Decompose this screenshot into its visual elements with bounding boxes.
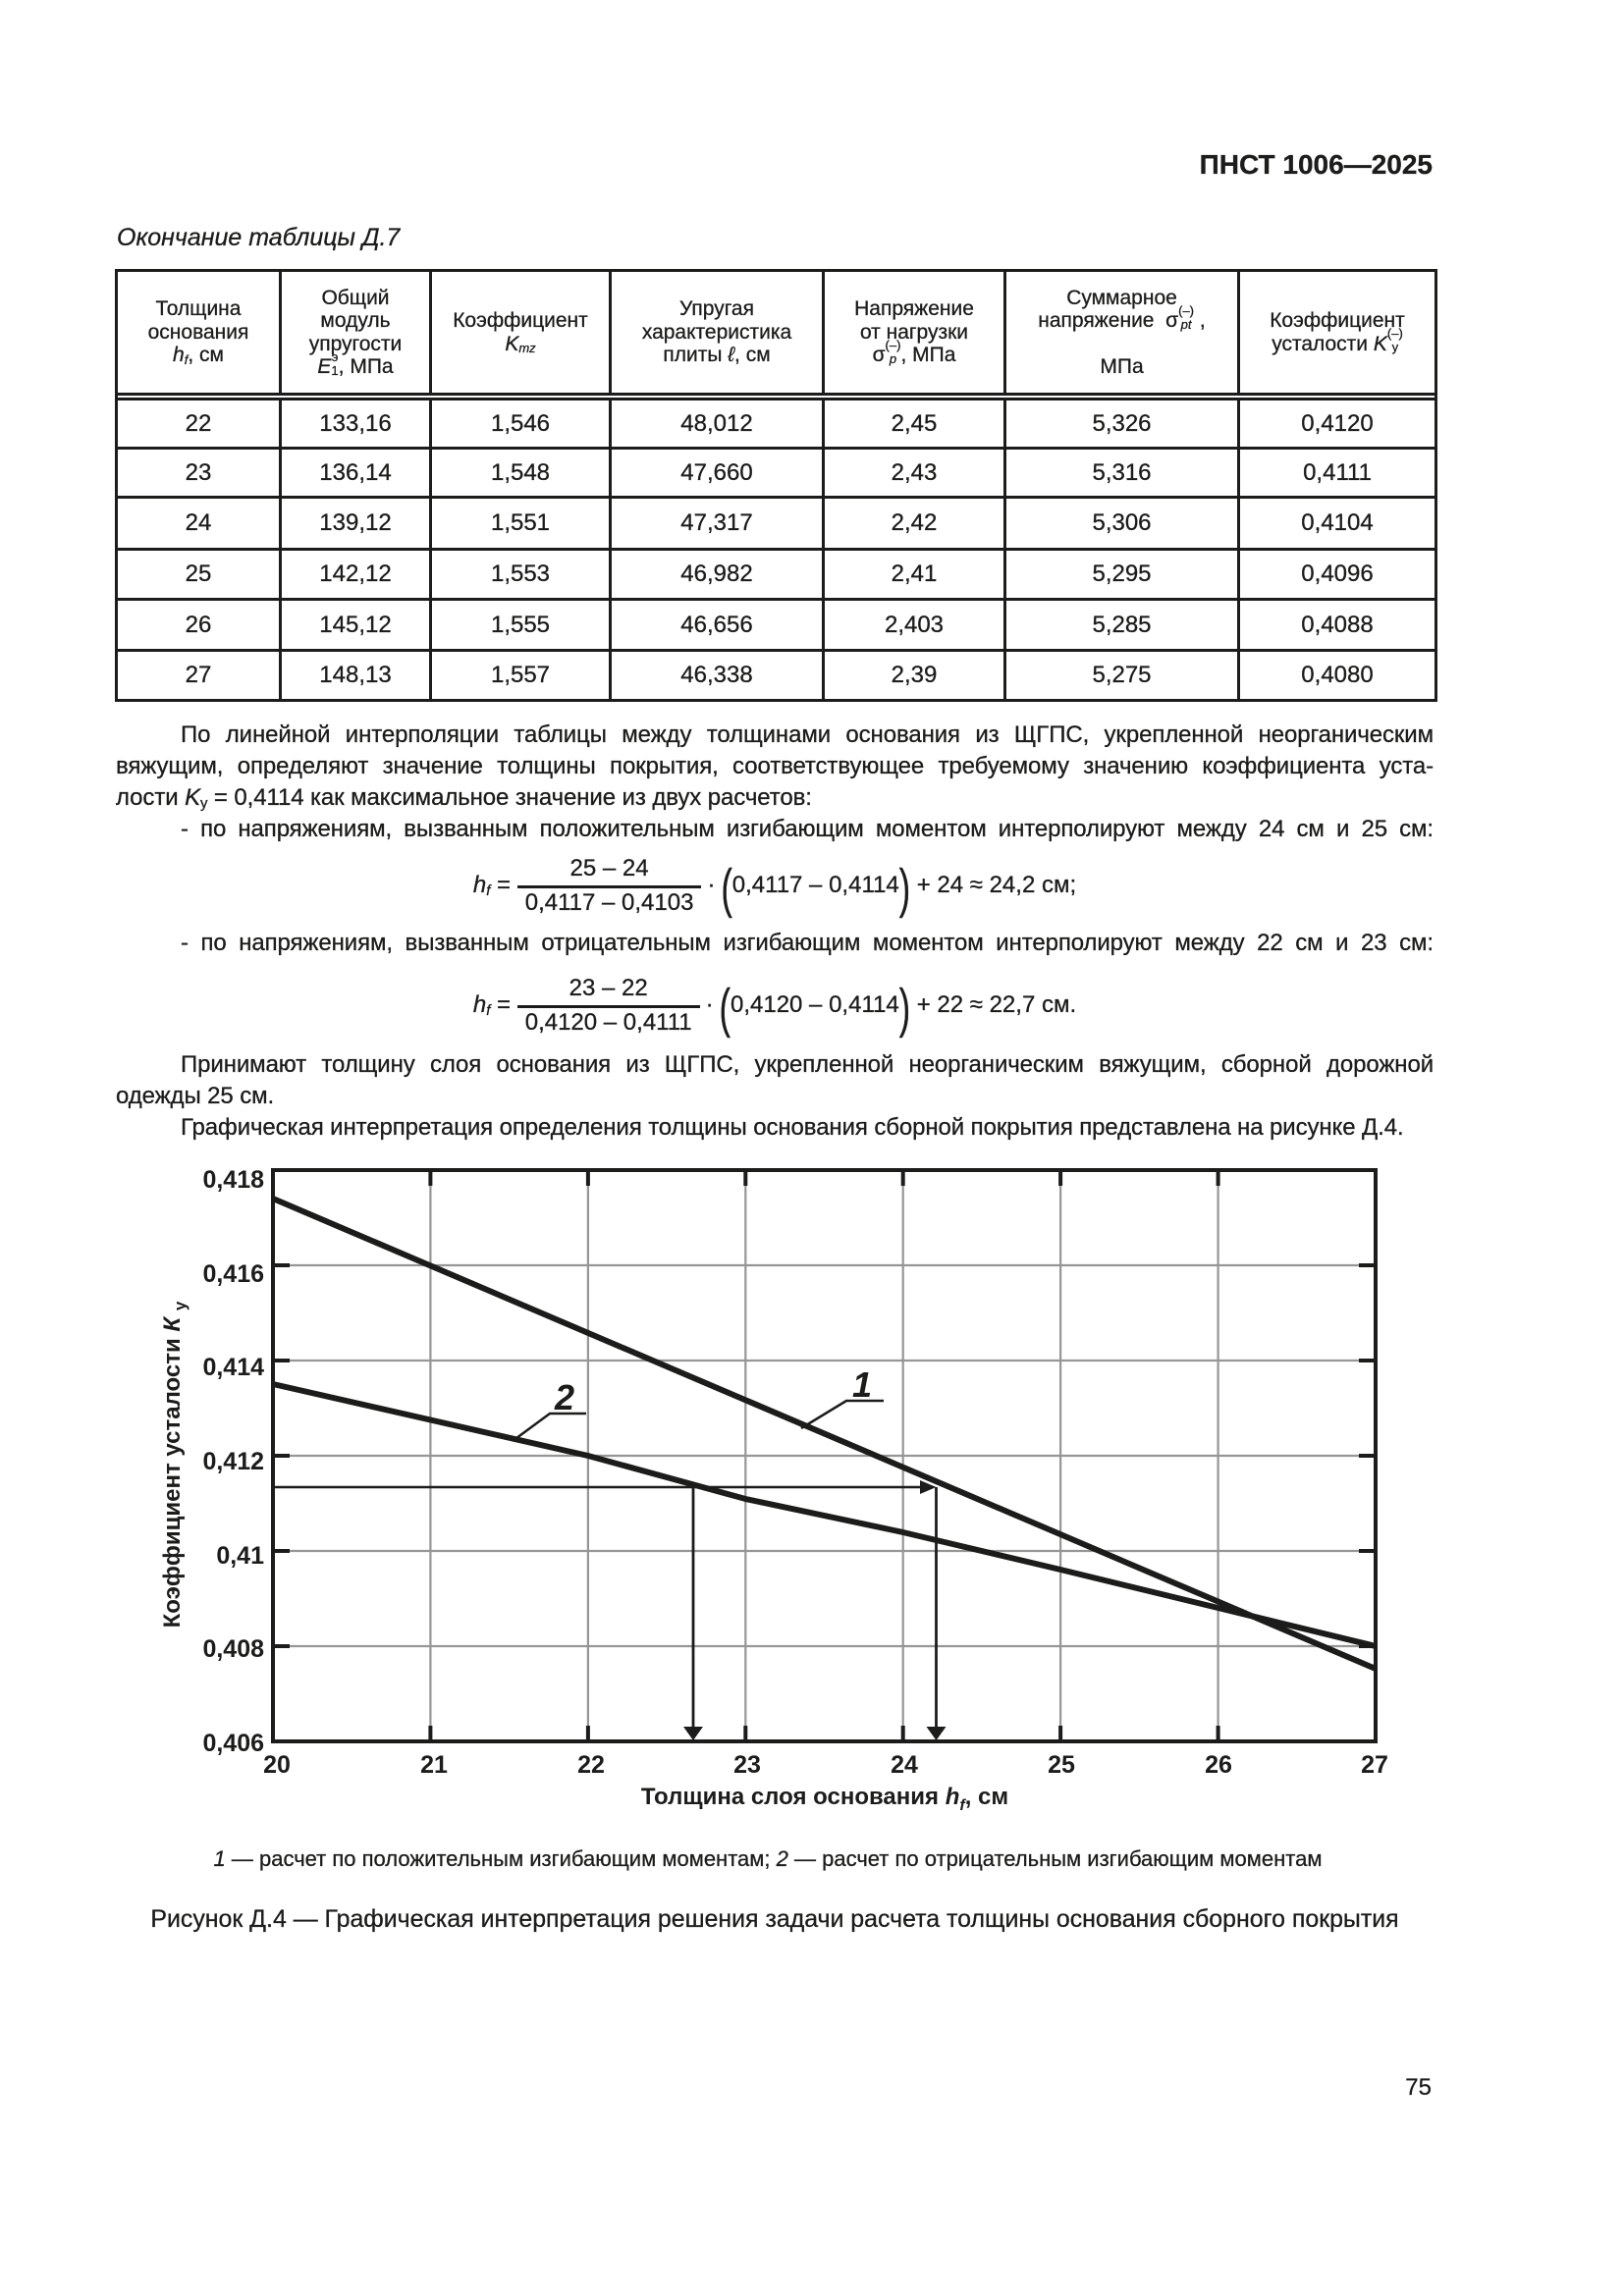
svg-text:2: 2 bbox=[554, 1377, 574, 1417]
svg-text:0,418: 0,418 bbox=[202, 1166, 264, 1194]
svg-text:0,416: 0,416 bbox=[202, 1260, 264, 1288]
svg-text:23: 23 bbox=[733, 1751, 761, 1779]
svg-text:1: 1 bbox=[852, 1364, 872, 1405]
svg-text:Толщина слоя основания hf, см: Толщина слоя основания hf, см bbox=[641, 1784, 1008, 1814]
svg-text:25: 25 bbox=[1048, 1751, 1075, 1779]
svg-text:21: 21 bbox=[420, 1751, 448, 1779]
svg-text:0,408: 0,408 bbox=[202, 1635, 264, 1663]
svg-text:0,414: 0,414 bbox=[202, 1354, 264, 1381]
svg-text:20: 20 bbox=[263, 1751, 291, 1779]
svg-text:0,406: 0,406 bbox=[202, 1730, 264, 1757]
svg-text:0,41: 0,41 bbox=[216, 1542, 264, 1570]
svg-text:27: 27 bbox=[1361, 1751, 1388, 1779]
svg-text:22: 22 bbox=[577, 1751, 605, 1779]
svg-text:26: 26 bbox=[1205, 1751, 1232, 1779]
svg-text:Коэффициент усталости К у: Коэффициент усталости К у bbox=[159, 1301, 189, 1628]
svg-text:24: 24 bbox=[891, 1751, 918, 1779]
svg-text:0,412: 0,412 bbox=[202, 1448, 264, 1475]
